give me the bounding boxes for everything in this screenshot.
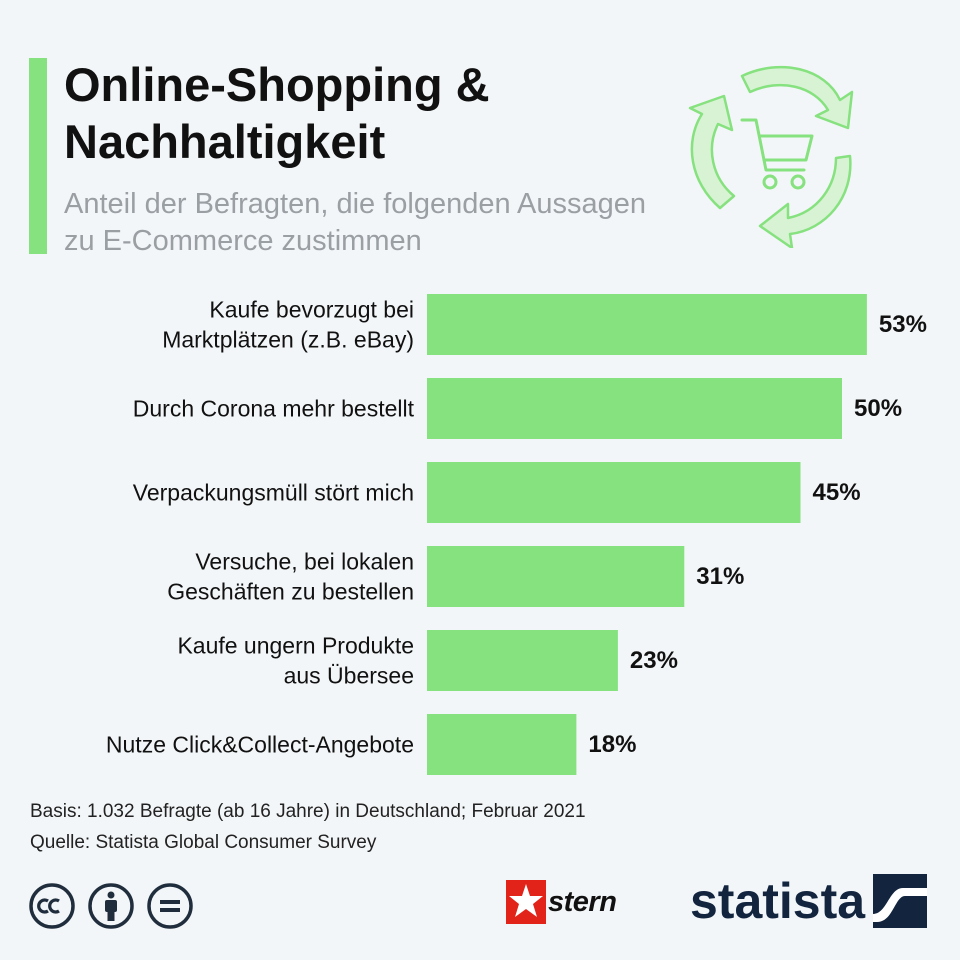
category-label: Verpackungsmüll stört mich bbox=[133, 480, 414, 506]
category-label: aus Übersee bbox=[284, 663, 414, 689]
page-subtitle: Anteil der Befragten, die folgenden Auss… bbox=[64, 188, 647, 257]
value-label: 18% bbox=[588, 731, 636, 758]
bar bbox=[427, 546, 685, 607]
license-icons bbox=[28, 882, 194, 930]
cc-icon[interactable] bbox=[28, 882, 76, 930]
bar bbox=[427, 378, 842, 439]
bar bbox=[427, 630, 618, 691]
bar-chart: Kaufe bevorzugt bei Marktplätzen (z.B. eB… bbox=[106, 294, 927, 775]
attribution-icon[interactable] bbox=[87, 882, 135, 930]
value-label: 50% bbox=[854, 395, 902, 422]
stern-star-icon bbox=[506, 880, 546, 924]
value-label: 45% bbox=[813, 479, 861, 506]
statista-mark-icon bbox=[873, 874, 928, 928]
category-label: Kaufe ungern Produkte bbox=[177, 633, 414, 659]
accent-bar bbox=[29, 58, 47, 254]
page-title: Online-Shopping & Nachhaltigkeit bbox=[64, 58, 490, 168]
value-label: 31% bbox=[696, 563, 744, 590]
recycle-shopping-cart-icon bbox=[688, 65, 854, 248]
category-label: Durch Corona mehr bestellt bbox=[133, 396, 415, 422]
no-derivatives-icon[interactable] bbox=[146, 882, 194, 930]
stern-wordmark: stern bbox=[548, 885, 617, 918]
category-label: Marktplätzen (z.B. eBay) bbox=[162, 327, 414, 353]
statista-wordmark: statista bbox=[690, 873, 866, 929]
category-label: Kaufe bevorzugt bei bbox=[209, 297, 414, 323]
bar bbox=[427, 714, 577, 775]
footnote: Basis: 1.032 Befragte (ab 16 Jahre) in D… bbox=[30, 796, 586, 858]
category-label: Geschäften zu bestellen bbox=[167, 579, 414, 605]
value-label: 53% bbox=[879, 311, 927, 338]
value-label: 23% bbox=[630, 647, 678, 674]
bar bbox=[427, 462, 801, 523]
bar bbox=[427, 294, 867, 355]
basis-note: Basis: 1.032 Befragte (ab 16 Jahre) in D… bbox=[30, 801, 586, 822]
category-label: Versuche, bei lokalen bbox=[195, 549, 414, 575]
source-note: Quelle: Statista Global Consumer Survey bbox=[30, 832, 377, 853]
statista-logo: statista bbox=[690, 872, 928, 930]
stern-logo: stern bbox=[506, 880, 617, 924]
category-label: Nutze Click&Collect-Angebote bbox=[106, 732, 414, 758]
